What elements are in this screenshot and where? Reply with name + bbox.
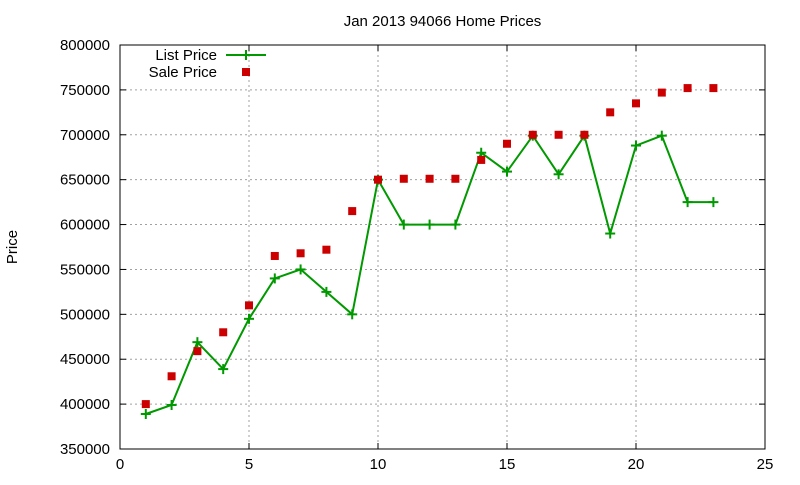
data-point-plus: [708, 197, 719, 208]
data-point-plus: [553, 169, 564, 180]
data-point-plus: [502, 166, 512, 177]
legend-sample-sale-price: [242, 68, 250, 76]
data-point-square: [322, 245, 331, 254]
series-0: [140, 130, 719, 419]
y-tick-label: 500000: [60, 306, 110, 323]
x-tick-label: 25: [757, 456, 774, 473]
data-point-plus: [347, 309, 358, 320]
data-point-square: [296, 249, 305, 258]
data-point-square: [399, 174, 408, 183]
y-axis-label: Price: [4, 230, 21, 264]
data-point-square: [580, 130, 589, 139]
y-tick-label: 600000: [60, 217, 110, 234]
series-1: [141, 84, 718, 409]
x-tick-label: 15: [499, 456, 516, 473]
data-point-square: [141, 400, 150, 409]
data-point-square: [503, 139, 511, 148]
data-point-plus: [631, 140, 641, 151]
y-tick-label: 750000: [60, 82, 110, 99]
tick-layer: 0 5 10 15 20 25 350000 400000 450000 500000 550000…: [60, 37, 773, 473]
y-tick-label: 700000: [60, 127, 110, 144]
x-tick-label: 20: [628, 456, 645, 473]
data-point-square: [554, 130, 563, 139]
y-tick-label: 650000: [60, 172, 110, 189]
data-point-square: [167, 372, 176, 381]
data-point-plus: [166, 400, 177, 411]
data-point-plus: [140, 408, 151, 419]
data-point-plus: [295, 264, 306, 275]
data-point-square: [451, 174, 460, 183]
data-point-square: [657, 88, 666, 97]
data-point-square: [477, 155, 486, 164]
data-point-square: [374, 175, 382, 184]
legend-label-list-price: List Price: [155, 47, 217, 64]
data-point-plus: [218, 364, 229, 375]
data-point-plus: [244, 313, 254, 324]
data-point-square: [528, 130, 537, 139]
data-point-square: [683, 84, 692, 93]
x-tick-label: 0: [116, 456, 124, 473]
y-tick-label: 550000: [60, 261, 110, 278]
data-point-plus: [450, 219, 461, 230]
y-tick-label: 400000: [60, 396, 110, 413]
data-point-square: [709, 84, 718, 93]
data-point-plus: [424, 219, 435, 230]
data-point-square: [425, 174, 434, 183]
data-point-square: [245, 301, 253, 310]
data-point-plus: [192, 337, 203, 348]
grid-layer: [120, 45, 765, 449]
data-point-square: [193, 347, 202, 356]
data-point-plus: [321, 286, 332, 297]
x-tick-label: 10: [370, 456, 387, 473]
chart-title: Jan 2013 94066 Home Prices: [344, 13, 542, 30]
legend-square: [242, 68, 250, 76]
plot-frame: [119, 44, 766, 450]
data-point-square: [606, 108, 615, 117]
data-point-plus: [269, 273, 280, 284]
data-point-square: [270, 251, 279, 260]
y-tick-label: 800000: [60, 37, 110, 54]
data-point-square: [632, 99, 640, 108]
y-tick-label: 350000: [60, 441, 110, 458]
data-point-square: [348, 207, 357, 216]
legend: List Price Sale Price: [149, 47, 266, 81]
x-tick-label: 5: [245, 456, 253, 473]
legend-sample-list-price: [226, 50, 266, 60]
data-point-plus: [398, 219, 409, 230]
data-point-plus: [682, 197, 693, 208]
data-point-plus: [605, 228, 616, 239]
legend-label-sale-price: Sale Price: [149, 64, 217, 81]
series-layer: [140, 84, 719, 419]
data-point-square: [219, 328, 228, 337]
data-point-plus: [656, 130, 667, 141]
y-tick-label: 450000: [60, 351, 110, 368]
